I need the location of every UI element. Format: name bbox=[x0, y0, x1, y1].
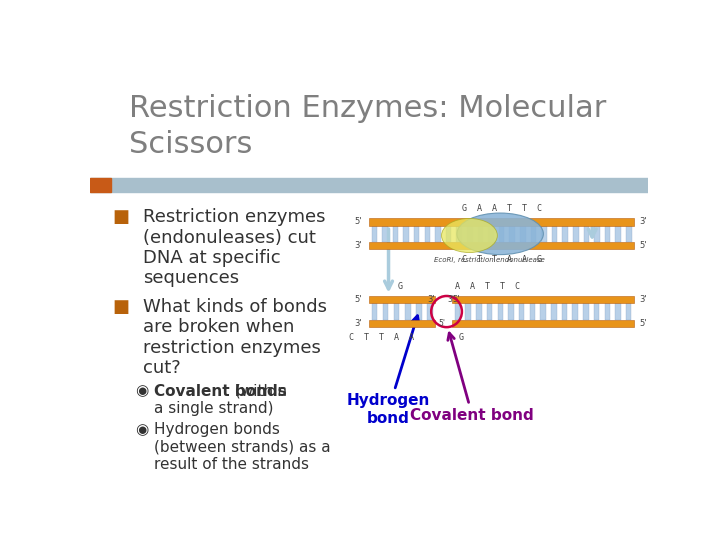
Text: 3': 3' bbox=[355, 319, 362, 328]
Text: 3': 3' bbox=[448, 295, 454, 304]
Text: 3': 3' bbox=[639, 295, 647, 304]
Bar bbox=[477, 226, 483, 242]
Bar bbox=[452, 296, 634, 303]
Bar bbox=[369, 296, 436, 303]
Bar bbox=[573, 226, 579, 242]
Text: a single strand): a single strand) bbox=[154, 401, 274, 416]
Bar bbox=[425, 226, 430, 242]
Bar bbox=[467, 226, 472, 242]
Bar bbox=[488, 226, 494, 242]
Bar bbox=[616, 226, 621, 242]
Text: ◉: ◉ bbox=[135, 422, 148, 437]
Bar bbox=[446, 226, 451, 242]
Bar bbox=[605, 303, 610, 320]
Ellipse shape bbox=[441, 219, 498, 253]
Bar bbox=[416, 303, 422, 320]
Bar bbox=[403, 226, 409, 242]
Bar bbox=[551, 303, 557, 320]
Bar bbox=[476, 303, 482, 320]
Text: restriction enzymes: restriction enzymes bbox=[143, 339, 321, 357]
Bar bbox=[562, 226, 568, 242]
Bar bbox=[605, 226, 611, 242]
Text: DNA at specific: DNA at specific bbox=[143, 249, 281, 267]
Bar bbox=[572, 303, 578, 320]
Text: 5': 5' bbox=[639, 241, 647, 250]
Text: G  A  A  T  T  C: G A A T T C bbox=[462, 204, 541, 213]
Text: Hydrogen bonds: Hydrogen bonds bbox=[154, 422, 280, 437]
Text: result of the strands: result of the strands bbox=[154, 457, 309, 472]
Text: (within: (within bbox=[230, 383, 287, 399]
Bar bbox=[369, 242, 634, 249]
Bar bbox=[552, 226, 557, 242]
Bar bbox=[452, 320, 634, 327]
Text: 5': 5' bbox=[452, 295, 459, 304]
Text: ■: ■ bbox=[112, 298, 130, 316]
Bar bbox=[427, 303, 433, 320]
Bar bbox=[465, 303, 471, 320]
Text: Covalent bonds: Covalent bonds bbox=[154, 383, 287, 399]
Bar bbox=[498, 303, 503, 320]
Text: G: G bbox=[397, 281, 402, 291]
Bar bbox=[626, 303, 631, 320]
Text: 5': 5' bbox=[355, 218, 362, 226]
Text: ■: ■ bbox=[112, 208, 130, 226]
Bar bbox=[382, 226, 387, 242]
Bar bbox=[531, 226, 536, 242]
Bar bbox=[372, 226, 377, 242]
Bar bbox=[90, 178, 111, 192]
Text: sequences: sequences bbox=[143, 269, 239, 287]
Text: are broken when: are broken when bbox=[143, 319, 294, 336]
Text: 5': 5' bbox=[355, 295, 362, 304]
Text: Hydrogen
bond: Hydrogen bond bbox=[347, 316, 431, 426]
Bar bbox=[583, 303, 589, 320]
Text: EcoRI, restriction endonuclease: EcoRI, restriction endonuclease bbox=[433, 256, 544, 262]
Bar bbox=[508, 303, 514, 320]
Ellipse shape bbox=[457, 213, 544, 255]
Bar bbox=[383, 303, 388, 320]
Bar bbox=[615, 303, 621, 320]
Text: Covalent bond: Covalent bond bbox=[410, 333, 534, 423]
Bar bbox=[594, 226, 600, 242]
Bar bbox=[541, 226, 546, 242]
Text: ◉: ◉ bbox=[135, 383, 148, 399]
Bar bbox=[414, 226, 420, 242]
Bar bbox=[519, 303, 524, 320]
Bar bbox=[455, 303, 460, 320]
Text: C  T  T  A  A  G: C T T A A G bbox=[462, 255, 541, 264]
Bar bbox=[499, 226, 504, 242]
Text: 3': 3' bbox=[428, 295, 436, 304]
Bar bbox=[487, 303, 492, 320]
Bar bbox=[562, 303, 567, 320]
Text: 5': 5' bbox=[438, 319, 446, 328]
Text: cut?: cut? bbox=[143, 359, 181, 377]
Bar bbox=[372, 303, 377, 320]
Bar bbox=[530, 303, 535, 320]
Bar bbox=[509, 226, 515, 242]
Text: A  A  T  T  C: A A T T C bbox=[455, 281, 520, 291]
Bar bbox=[394, 303, 400, 320]
Bar bbox=[456, 226, 462, 242]
Bar bbox=[392, 226, 398, 242]
Bar bbox=[90, 178, 648, 192]
Text: (endonuleases) cut: (endonuleases) cut bbox=[143, 228, 316, 247]
Bar bbox=[583, 226, 589, 242]
Bar bbox=[435, 226, 441, 242]
Text: 3': 3' bbox=[355, 241, 362, 250]
Text: G: G bbox=[459, 333, 463, 342]
Text: Restriction enzymes: Restriction enzymes bbox=[143, 208, 325, 226]
Bar bbox=[540, 303, 546, 320]
Bar bbox=[405, 303, 410, 320]
Bar bbox=[369, 218, 634, 226]
Text: C  T  T  A  A: C T T A A bbox=[348, 333, 413, 342]
Text: 3': 3' bbox=[639, 218, 647, 226]
Text: (between strands) as a: (between strands) as a bbox=[154, 440, 330, 455]
Bar bbox=[594, 303, 599, 320]
Text: 5': 5' bbox=[639, 319, 647, 328]
Bar bbox=[520, 226, 526, 242]
Text: What kinds of bonds: What kinds of bonds bbox=[143, 298, 327, 316]
Text: Restriction Enzymes: Molecular
Scissors: Restriction Enzymes: Molecular Scissors bbox=[129, 94, 606, 159]
Bar bbox=[369, 320, 436, 327]
Bar bbox=[626, 226, 631, 242]
